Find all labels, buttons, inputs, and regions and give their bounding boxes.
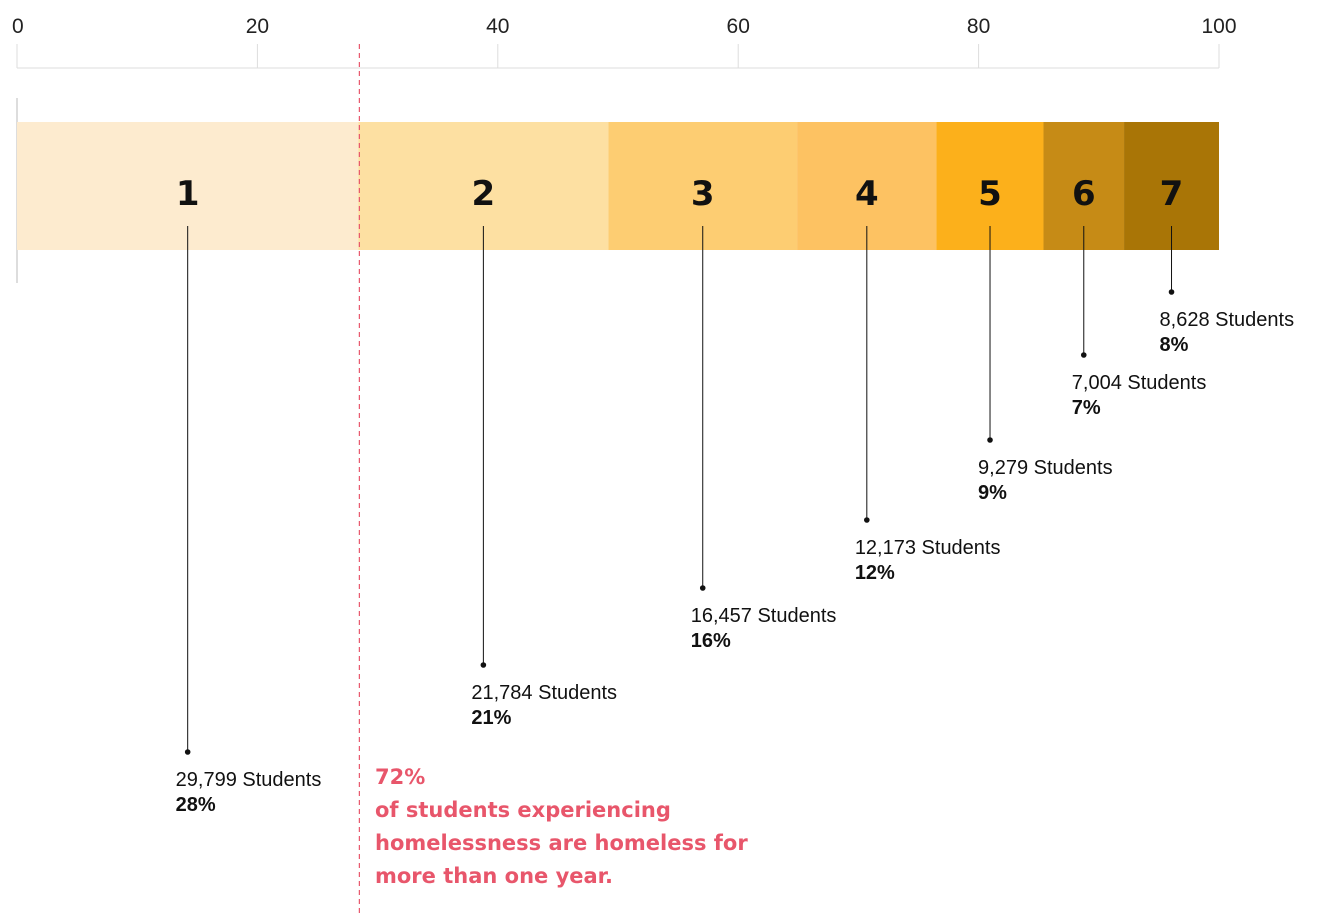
segment-number: 2 xyxy=(472,174,496,214)
percent-label: 9% xyxy=(978,482,1007,504)
segment-number: 1 xyxy=(176,174,200,214)
student-count-label: 8,628 Students xyxy=(1160,309,1295,331)
leader-dot xyxy=(1080,352,1087,358)
annotation-line-3: more than one year. xyxy=(375,864,613,888)
leader-dot xyxy=(480,662,487,668)
leader-lines xyxy=(184,226,1175,755)
student-count-label: 7,004 Students xyxy=(1072,372,1207,394)
leader-dot xyxy=(864,517,870,523)
segment-number: 4 xyxy=(855,174,879,214)
percent-label: 12% xyxy=(855,562,895,584)
segment-number: 5 xyxy=(978,174,1002,214)
x-tick-label: 20 xyxy=(246,15,269,38)
annotation-value: 72% xyxy=(375,765,425,789)
percent-label: 7% xyxy=(1072,397,1101,419)
leader-dot xyxy=(699,585,706,591)
percent-label: 21% xyxy=(471,707,511,729)
leader-dot xyxy=(987,437,993,443)
x-axis-ticks: 0 20 40 60 80 100 xyxy=(12,15,1237,38)
gridlines xyxy=(16,44,1220,69)
percent-label: 28% xyxy=(176,794,216,816)
percent-label: 16% xyxy=(691,630,731,652)
x-tick-label: 100 xyxy=(1201,15,1236,38)
student-count-label: 21,784 Students xyxy=(471,682,617,704)
leader-dot xyxy=(184,749,191,755)
student-count-label: 12,173 Students xyxy=(855,537,1001,559)
segment-number: 7 xyxy=(1160,174,1184,214)
annotation-line-1: of students experiencing xyxy=(375,798,671,822)
stacked-bar: 1 2 3 4 5 6 7 xyxy=(17,122,1219,250)
student-count-label: 29,799 Students xyxy=(176,769,322,791)
annotation-line-2: homelessness are homeless for xyxy=(375,831,748,855)
student-count-label: 16,457 Students xyxy=(691,605,837,627)
student-count-label: 9,279 Students xyxy=(978,457,1113,479)
leader-dot xyxy=(1168,289,1175,295)
x-tick-label: 80 xyxy=(967,15,990,38)
segment-labels: 29,799 Students 28% 21,784 Students 21% 16,4… xyxy=(176,309,1294,816)
x-tick-label: 40 xyxy=(486,15,509,38)
x-tick-label: 0 xyxy=(12,15,24,38)
annotation: 72% of students experiencing homelessnes… xyxy=(375,765,748,888)
segment-number: 6 xyxy=(1072,174,1096,214)
percent-label: 8% xyxy=(1160,334,1189,356)
x-tick-label: 60 xyxy=(727,15,750,38)
segment-number: 3 xyxy=(691,174,715,214)
